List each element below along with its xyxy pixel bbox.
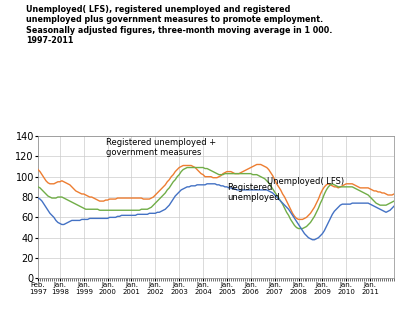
Text: Unemployed( LFS), registered unemployed and registered
unemployed plus governmen: Unemployed( LFS), registered unemployed … — [26, 5, 332, 45]
Text: Registered
unemployed: Registered unemployed — [227, 183, 280, 202]
Text: Unemployed( LFS): Unemployed( LFS) — [267, 177, 344, 186]
Text: Registered unemployed +
government measures: Registered unemployed + government measu… — [106, 138, 216, 157]
